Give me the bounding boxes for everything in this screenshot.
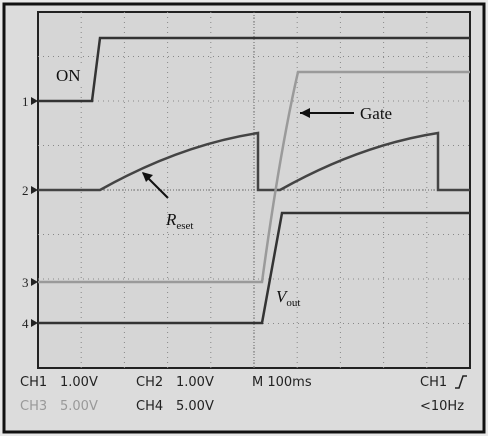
gate-label: Gate bbox=[360, 104, 392, 123]
vout-sub: out bbox=[286, 297, 300, 309]
reset-sub: eset bbox=[176, 220, 193, 232]
trigger-freq: <10Hz bbox=[420, 399, 464, 414]
scope-screenshot: ON Gate Reset Vout 1234 CH1 1.00V CH2 1.… bbox=[0, 0, 488, 436]
channel-marker: 1 bbox=[22, 94, 29, 109]
channel-marker: 2 bbox=[22, 183, 29, 198]
ch2-scale: 1.00V bbox=[176, 375, 214, 390]
channel-marker: 3 bbox=[22, 275, 29, 290]
ch4-label: CH4 bbox=[136, 399, 163, 414]
ch3-label: CH3 bbox=[20, 399, 47, 414]
trigger-source: CH1 bbox=[420, 375, 447, 390]
ch3-scale: 5.00V bbox=[60, 399, 98, 414]
ch2-label: CH2 bbox=[136, 375, 163, 390]
reset-base: R bbox=[165, 210, 177, 229]
ch1-scale: 1.00V bbox=[60, 375, 98, 390]
timebase: M 100ms bbox=[252, 375, 312, 390]
ch4-scale: 5.00V bbox=[176, 399, 214, 414]
channel-marker: 4 bbox=[22, 316, 29, 331]
ch1-label: CH1 bbox=[20, 375, 47, 390]
on-label: ON bbox=[56, 66, 81, 85]
